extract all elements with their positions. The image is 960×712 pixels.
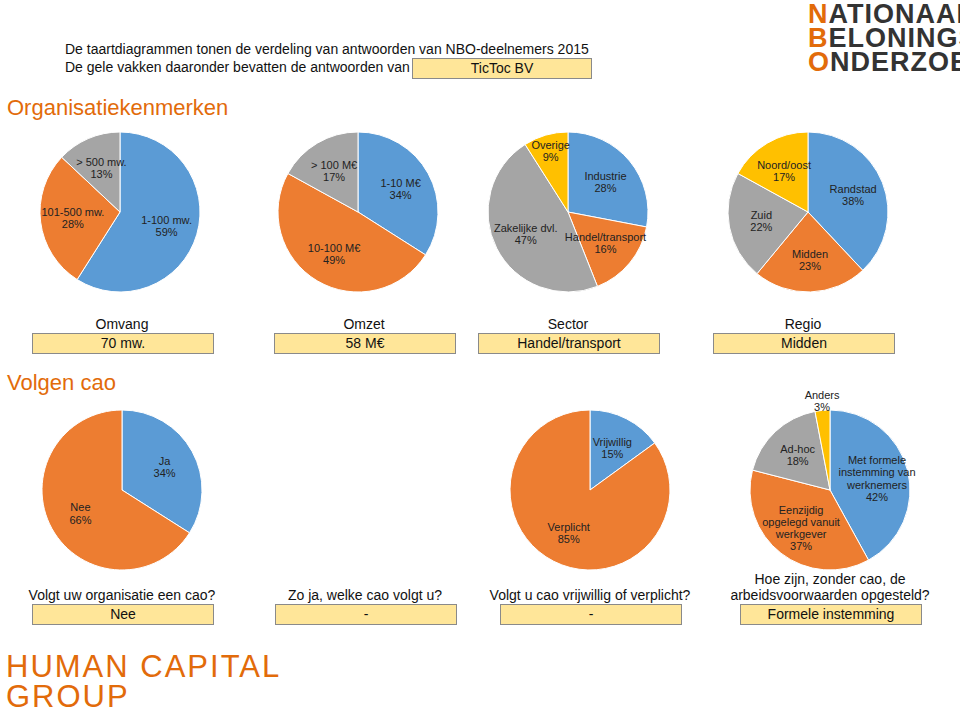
svg-text:Verplicht85%: Verplicht85% (548, 521, 590, 545)
html-text:Zo ja, welke cao volgt u?: Zo ja, welke cao volgt u? (288, 587, 442, 603)
svg-text:Overige9%: Overige9% (531, 139, 570, 163)
html-text:Omzet: Omzet (343, 316, 385, 332)
svg-text:10-100 M€49%: 10-100 M€49% (308, 242, 361, 266)
html-text:De taartdiagrammen tonen de ve: De taartdiagrammen tonen de verdeling va… (65, 41, 589, 57)
svg-text:1-100 mw.59%: 1-100 mw.59% (141, 214, 192, 238)
html-text:B: B (808, 23, 829, 53)
html-text:Organisatiekenmerken: Organisatiekenmerken (7, 95, 229, 120)
svg-text:1-10 M€34%: 1-10 M€34% (380, 177, 420, 201)
svg-text:101-500 mw.28%: 101-500 mw.28% (41, 206, 104, 230)
svg-text:Anders3%: Anders3% (805, 389, 840, 413)
svg-text:Midden23%: Midden23% (792, 248, 828, 272)
html-text:Midden: Midden (781, 335, 827, 351)
html-text:N: N (808, 0, 829, 29)
svg-text:Handel/transport16%: Handel/transport16% (565, 231, 646, 255)
html-text:Sector: Sector (547, 316, 589, 332)
html-text:Formele instemming: Formele instemming (767, 606, 895, 622)
html-text:Omvang: Omvang (95, 316, 149, 332)
html-text:Hoe zijn, zonder cao, de arbei: Hoe zijn, zonder cao, de arbeidsvoorwaar… (730, 571, 930, 603)
html-text:Volgen cao: Volgen cao (7, 370, 116, 395)
svg-text:> 100 M€17%: > 100 M€17% (311, 159, 357, 183)
html-text:70 mw.: 70 mw. (100, 335, 146, 351)
html-text:Nee: Nee (110, 606, 136, 622)
html-text:Volgt uw organisatie een cao?: Volgt uw organisatie een cao? (28, 587, 216, 603)
svg-text:Industrie28%: Industrie28% (584, 170, 626, 194)
svg-text:Zakelijke dvl.47%: Zakelijke dvl.47% (494, 222, 558, 246)
svg-text:Ad-hoc18%: Ad-hoc18% (780, 443, 815, 467)
svg-text:Met formeleinstemming vanwerkn: Met formeleinstemming vanwerknemers42% (838, 454, 915, 502)
svg-text:Ja34%: Ja34% (154, 455, 176, 479)
html-text:De gele vakken daaronder bevat: De gele vakken daaronder bevatten de ant… (65, 59, 410, 75)
svg-text:Randstad38%: Randstad38% (830, 183, 877, 207)
svg-text:> 500 mw.13%: > 500 mw.13% (76, 156, 126, 180)
svg-text:Noord/oost17%: Noord/oost17% (757, 159, 811, 183)
html-text:58 M€: 58 M€ (345, 335, 385, 351)
html-text:Regio: Regio (784, 316, 822, 332)
html-text:O: O (808, 47, 830, 77)
html-text:Handel/transport: Handel/transport (517, 335, 621, 351)
svg-text:Zuid22%: Zuid22% (750, 209, 772, 233)
svg-text:Vrijwillig15%: Vrijwillig15% (593, 436, 632, 460)
html-text:Volgt u cao vrijwillig of verp: Volgt u cao vrijwillig of verplicht? (489, 587, 691, 603)
svg-text:Nee66%: Nee66% (69, 501, 91, 525)
svg-text:Eenzijdigopgelegd vanuitwerkge: Eenzijdigopgelegd vanuitwerkgever37% (762, 504, 840, 552)
html-text:HUMAN CAPITAL: HUMAN CAPITAL (6, 649, 282, 684)
html-text:TicToc BV: TicToc BV (470, 60, 534, 76)
